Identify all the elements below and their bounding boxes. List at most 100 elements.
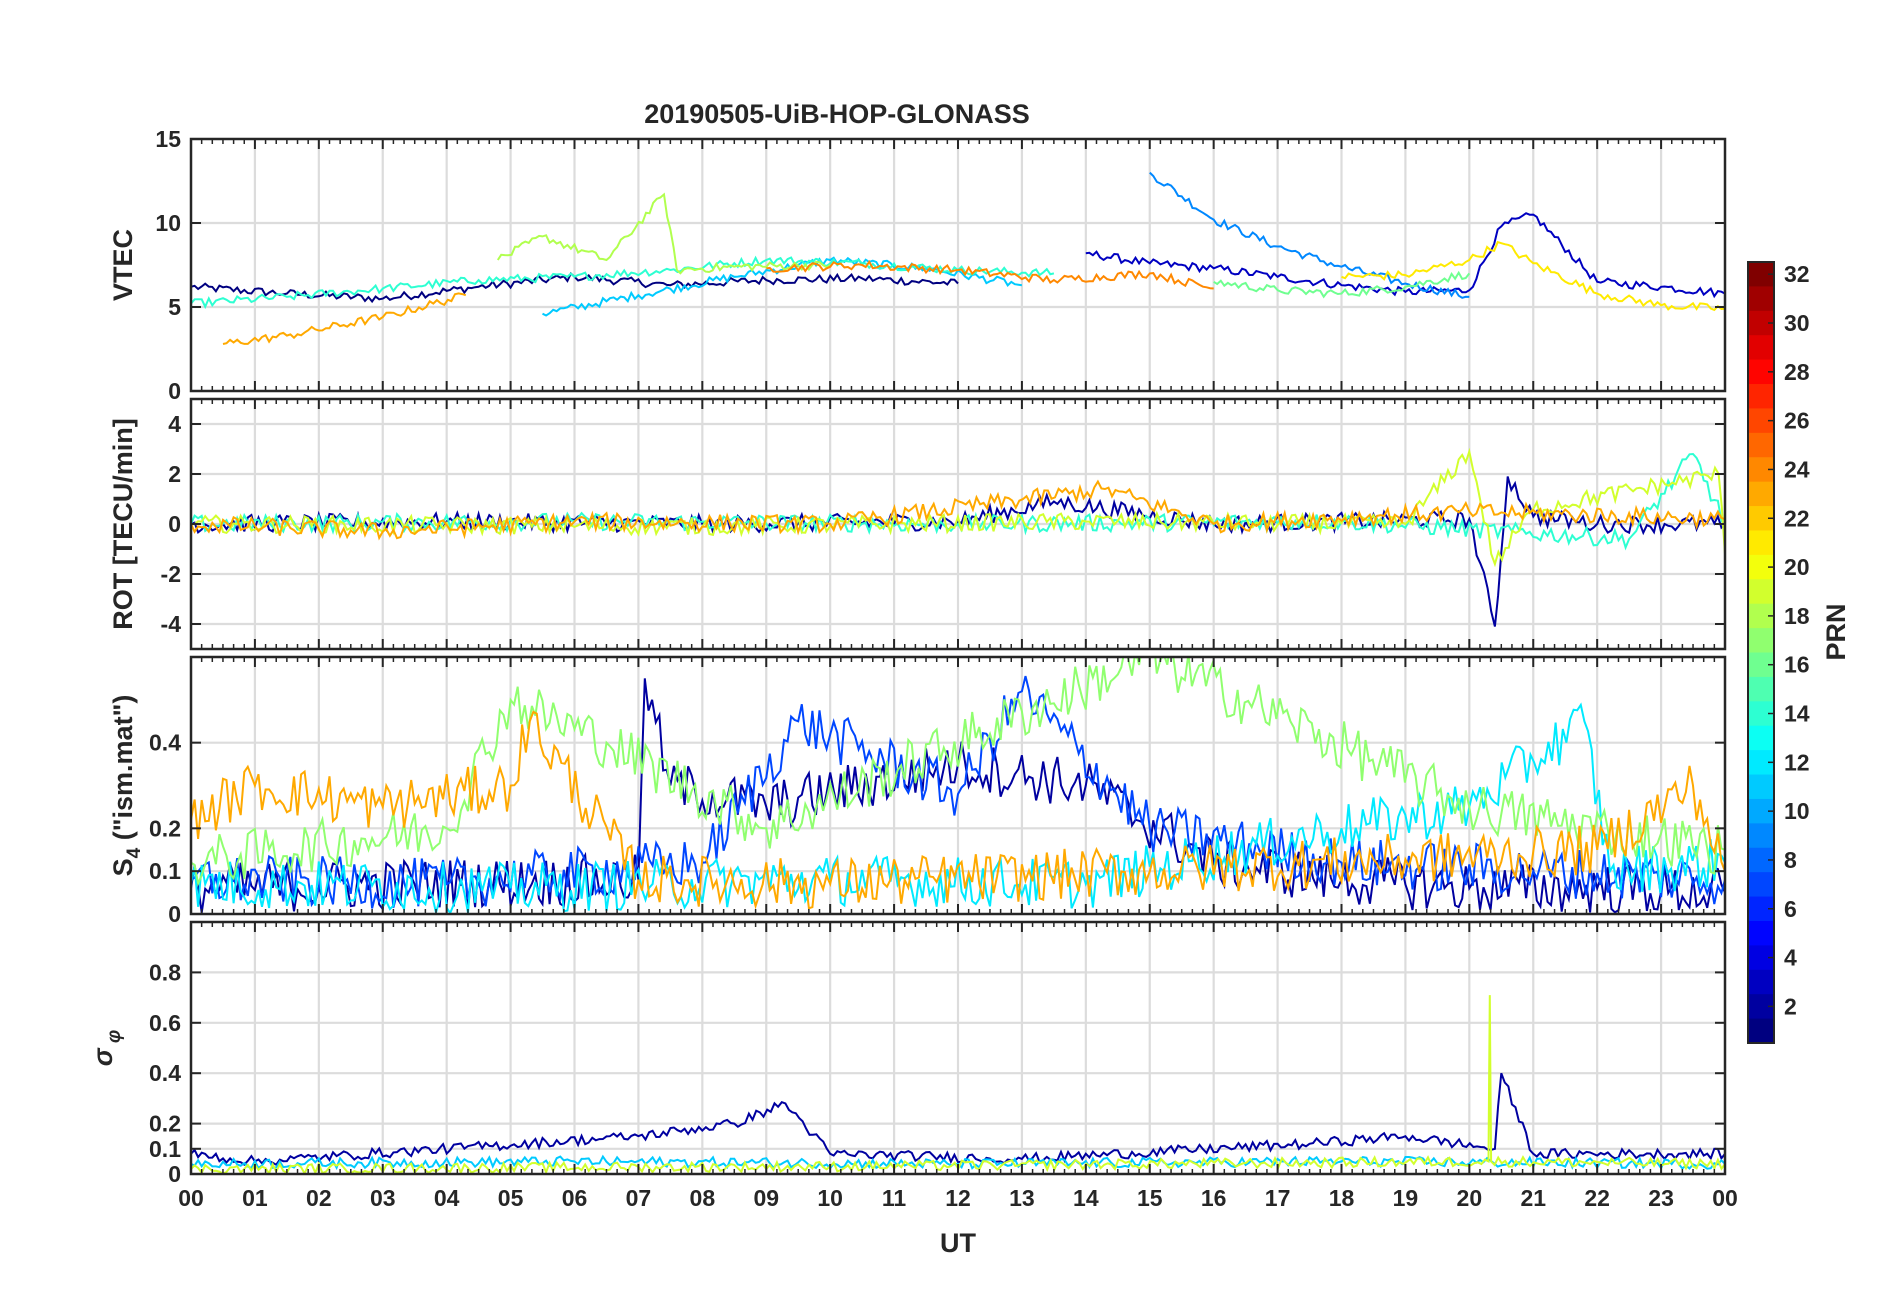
- x-tick-label: 22: [1584, 1185, 1610, 1211]
- y-tick-label: 0.4: [149, 730, 181, 756]
- x-tick-label: 16: [1201, 1185, 1227, 1211]
- series-group: [191, 995, 1725, 1174]
- y-tick-label: 0.2: [149, 815, 181, 841]
- y-tick-label: -2: [161, 561, 181, 587]
- series-group: [191, 171, 1725, 345]
- x-tick-label: 00: [1712, 1185, 1738, 1211]
- series-line-prn-7: [191, 675, 1725, 909]
- y-tick-label: 4: [168, 411, 181, 437]
- colorbar-tick-label: 26: [1784, 408, 1810, 434]
- y-axis-label: VTEC: [108, 229, 138, 301]
- x-tick-label: 13: [1009, 1185, 1035, 1211]
- x-tick-label: 19: [1393, 1185, 1419, 1211]
- y-axis-label: ROT [TECU/min]: [108, 418, 138, 629]
- x-tick-label: 23: [1648, 1185, 1674, 1211]
- colorbar-segment: [1748, 579, 1774, 605]
- x-tick-label: 09: [753, 1185, 779, 1211]
- y-tick-label: -4: [161, 611, 182, 637]
- colorbar-segment: [1748, 628, 1774, 654]
- colorbar-tick-label: 22: [1784, 505, 1810, 531]
- y-tick-label: 0: [168, 511, 181, 537]
- colorbar-segment: [1748, 286, 1774, 312]
- panel-2: -4 -2 0 2 4 ROT [TECU/min]: [108, 397, 1727, 651]
- y-tick-label: 15: [155, 126, 181, 152]
- x-tick-label: 00: [178, 1185, 204, 1211]
- colorbar-segment: [1748, 432, 1774, 458]
- x-tick-label: 03: [370, 1185, 396, 1211]
- y-tick-label: 0.6: [149, 1010, 181, 1036]
- series-line-prn-2: [191, 1072, 1725, 1167]
- x-tick-label: 05: [498, 1185, 524, 1211]
- colorbar-segment: [1748, 384, 1774, 410]
- colorbar-tick-label: 24: [1784, 456, 1810, 482]
- colorbar-tick-label: 20: [1784, 554, 1810, 580]
- series-line-prn-18: [496, 192, 831, 275]
- series-line-prn-3: [1085, 212, 1725, 299]
- y-axis-label: σ φ: [88, 1030, 125, 1067]
- colorbar-segment: [1748, 530, 1774, 556]
- x-tick-label: 10: [817, 1185, 843, 1211]
- y-tick-label: 0: [168, 901, 181, 927]
- series-line-prn-23: [222, 292, 467, 345]
- panel-4: 00.10.2 0.4 0.6 0.8 σ φ: [88, 920, 1727, 1187]
- x-axis-label: UT: [940, 1228, 976, 1258]
- x-tick-label: 01: [242, 1185, 268, 1211]
- x-tick-label: 04: [434, 1185, 460, 1211]
- series-line-prn-17: [191, 657, 1725, 887]
- y-tick-label: 5: [168, 294, 181, 320]
- y-tick-label: 0.1: [149, 1136, 181, 1162]
- chart-title: 20190505-UiB-HOP-GLONASS: [644, 99, 1030, 129]
- colorbar-tick-label: 12: [1784, 749, 1810, 775]
- series-line-prn-19: [191, 995, 1725, 1174]
- colorbar-tick-label: 6: [1784, 896, 1797, 922]
- colorbar-segment: [1748, 823, 1774, 849]
- colorbar-segment: [1748, 920, 1774, 946]
- panel-1: 0 5 10 15 VTEC: [108, 126, 1727, 404]
- x-tick-label: 20: [1457, 1185, 1483, 1211]
- y-tick-label: 0.8: [149, 959, 181, 985]
- x-tick-label: 15: [1137, 1185, 1163, 1211]
- y-axis-label: S4 ("ism.mat"): [108, 695, 145, 877]
- series-line-prn-23: [191, 710, 1725, 910]
- colorbar-tick-label: 18: [1784, 603, 1810, 629]
- series-group: [191, 657, 1725, 914]
- series-line-prn-16: [1213, 270, 1471, 299]
- colorbar-segment: [1748, 481, 1774, 507]
- y-tick-label: 0: [168, 1161, 181, 1187]
- y-tick-label: 2: [168, 461, 181, 487]
- series-line-prn-21: [1341, 240, 1725, 312]
- x-tick-label: 08: [690, 1185, 716, 1211]
- colorbar-segment: [1748, 1018, 1774, 1044]
- series-line-prn-11: [191, 1154, 1725, 1171]
- colorbar-segment: [1748, 676, 1774, 702]
- x-tick-label: 11: [882, 1185, 907, 1211]
- series-line-prn-9: [1149, 171, 1470, 299]
- colorbar-label: PRN: [1821, 603, 1851, 660]
- colorbar-tick-label: 32: [1784, 261, 1810, 287]
- series-line-prn-14: [191, 452, 1725, 551]
- series-group: [191, 447, 1725, 627]
- colorbar-tick-label: 10: [1784, 798, 1810, 824]
- x-tick-label: 18: [1329, 1185, 1355, 1211]
- colorbar-segment: [1748, 774, 1774, 800]
- colorbar-frame: [1747, 261, 1775, 1044]
- y-tick-label: 0.1: [149, 858, 181, 884]
- x-tick-label: 07: [626, 1185, 652, 1211]
- x-tick-label: 12: [945, 1185, 971, 1211]
- x-tick-label: 17: [1265, 1185, 1291, 1211]
- colorbar-tick-label: 28: [1784, 359, 1810, 385]
- series-line-prn-23: [191, 479, 1725, 541]
- colorbar-segment: [1748, 969, 1774, 995]
- x-tick-label: 21: [1520, 1185, 1546, 1211]
- y-tick-label: 0.2: [149, 1111, 181, 1137]
- panel-3: 0 0.1 0.2 0.4S4 ("ism.mat"): [108, 655, 1727, 927]
- y-tick-label: 10: [155, 210, 181, 236]
- colorbar-tick-label: 2: [1784, 993, 1797, 1019]
- colorbar-segment: [1748, 335, 1774, 361]
- colorbar-tick-label: 30: [1784, 310, 1810, 336]
- x-tick-label: 06: [562, 1185, 588, 1211]
- colorbar-tick-label: 16: [1784, 652, 1810, 678]
